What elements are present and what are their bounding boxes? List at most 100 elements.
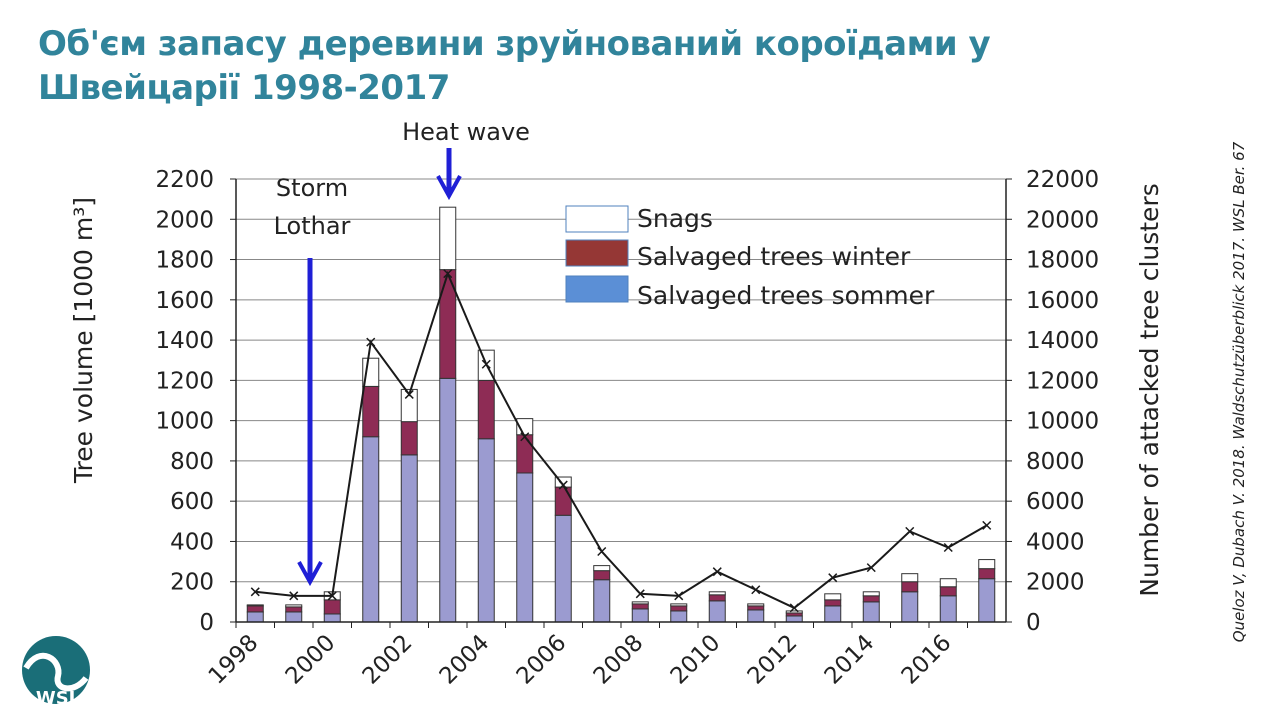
x-tick-label-2016: 2016 bbox=[897, 630, 957, 690]
y2-tick-label-12000: 12000 bbox=[1026, 368, 1099, 394]
bar-segment-snags-2003 bbox=[439, 206, 457, 271]
bar-segment-snags-2013 bbox=[824, 593, 842, 601]
bar-segment-salvaged-trees-sommer-2002 bbox=[400, 454, 418, 623]
clusters-marker-2015 bbox=[905, 526, 915, 536]
citation: Queloz V, Dubach V. 2018. Waldschutzüber… bbox=[1230, 141, 1248, 642]
y2-tick-label-14000: 14000 bbox=[1026, 328, 1099, 354]
bar-segment-salvaged-trees-winter-2008 bbox=[631, 603, 649, 610]
x-tick-label-2010: 2010 bbox=[666, 630, 726, 690]
clusters-marker-2005 bbox=[520, 432, 530, 442]
gridlines bbox=[236, 178, 1006, 583]
clusters-line bbox=[255, 270, 988, 610]
bar-segment-salvaged-trees-winter-2013 bbox=[824, 599, 842, 607]
heat-wave-label: Heat wave bbox=[402, 118, 530, 146]
clusters-line-series bbox=[250, 269, 992, 613]
bar-segment-salvaged-trees-sommer-2000 bbox=[323, 613, 341, 623]
bar-segment-salvaged-trees-winter-2000 bbox=[323, 599, 341, 615]
bar-segment-salvaged-trees-sommer-2003 bbox=[439, 377, 457, 623]
bar-segment-salvaged-trees-winter-2016 bbox=[939, 586, 957, 597]
bar-segment-snags-2016 bbox=[939, 578, 957, 588]
y2-tick-label-16000: 16000 bbox=[1026, 288, 1099, 314]
clusters-marker-2010 bbox=[712, 567, 722, 577]
clusters-marker-2004 bbox=[481, 359, 491, 369]
bar-segment-salvaged-trees-winter-2014 bbox=[862, 595, 880, 603]
y2-tick-label-22000: 22000 bbox=[1026, 167, 1099, 193]
storm-lothar-label-line-1: Storm bbox=[276, 174, 348, 202]
bar-segment-salvaged-trees-sommer-2017 bbox=[978, 578, 996, 623]
y-tick-label-2000: 2000 bbox=[155, 207, 214, 233]
bar-segment-snags-2007 bbox=[593, 565, 611, 572]
clusters-marker-2003 bbox=[443, 269, 453, 279]
clusters-marker-2012 bbox=[789, 603, 799, 613]
bar-segment-snags-2009 bbox=[670, 603, 688, 607]
y-tick-label-1600: 1600 bbox=[155, 288, 214, 314]
clusters-marker-2000 bbox=[327, 591, 337, 601]
bar-segment-snags-2017 bbox=[978, 559, 996, 570]
y2-tick-label-2000: 2000 bbox=[1026, 570, 1085, 596]
legend-label-salvaged-winter: Salvaged trees winter bbox=[637, 242, 911, 271]
stacked-bars bbox=[246, 206, 996, 623]
clusters-marker-2009 bbox=[674, 591, 684, 601]
wsl-logo-wave bbox=[23, 652, 89, 692]
y2-tick-label-10000: 10000 bbox=[1026, 409, 1099, 435]
y2-tick-label-4000: 4000 bbox=[1026, 529, 1085, 555]
x-tick-label-2014: 2014 bbox=[820, 630, 880, 690]
x-tick-label-2000: 2000 bbox=[281, 630, 341, 690]
y-tick-label-800: 800 bbox=[170, 449, 214, 475]
bar-segment-salvaged-trees-winter-2009 bbox=[670, 605, 688, 612]
legend-swatch-snags bbox=[565, 205, 629, 233]
storm-lothar-annotation: Storm Lothar bbox=[274, 174, 351, 587]
heat-wave-annotation: Heat wave bbox=[402, 118, 530, 201]
y-tick-label-400: 400 bbox=[170, 529, 214, 555]
clusters-marker-1998 bbox=[250, 587, 260, 597]
bar-segment-snags-2014 bbox=[862, 591, 880, 597]
bar-segment-snags-2011 bbox=[747, 603, 765, 607]
bar-segment-salvaged-trees-sommer-2010 bbox=[708, 600, 726, 623]
clusters-marker-2016 bbox=[943, 542, 953, 553]
bar-segment-salvaged-trees-winter-2006 bbox=[554, 486, 572, 516]
bar-segment-salvaged-trees-sommer-1999 bbox=[285, 611, 303, 623]
bar-segment-salvaged-trees-sommer-2009 bbox=[670, 610, 688, 623]
bar-segment-salvaged-trees-sommer-2006 bbox=[554, 514, 572, 623]
legend-swatch-salvaged-winter bbox=[565, 239, 629, 267]
y-axis-title: Tree volume [1000 m³] bbox=[69, 197, 98, 484]
bar-segment-snags-2008 bbox=[631, 601, 649, 605]
y-tick-label-1000: 1000 bbox=[155, 409, 214, 435]
storm-lothar-arrow-head bbox=[297, 561, 323, 587]
y-tick-label-1800: 1800 bbox=[155, 248, 214, 274]
bar-segment-salvaged-trees-winter-2002 bbox=[400, 421, 418, 456]
y2-tick-label-18000: 18000 bbox=[1026, 248, 1099, 274]
bar-segment-snags-2010 bbox=[708, 591, 726, 596]
wsl-logo-text: WSL bbox=[36, 688, 80, 709]
y-tick-label-0: 0 bbox=[199, 610, 214, 636]
clusters-marker-2013 bbox=[828, 573, 838, 583]
wsl-logo: WSL bbox=[22, 636, 90, 709]
bar-segment-salvaged-trees-winter-1999 bbox=[285, 606, 303, 613]
clusters-marker-2002 bbox=[404, 389, 414, 399]
clusters-marker-2001 bbox=[366, 337, 376, 347]
bar-segment-snags-2006 bbox=[554, 476, 572, 488]
x-tick-label-2012: 2012 bbox=[743, 630, 803, 690]
clusters-marker-2011 bbox=[751, 585, 761, 595]
x-tick-label-1998: 1998 bbox=[204, 630, 264, 690]
y2-axis-title: Number of attacked tree clusters bbox=[1135, 183, 1164, 596]
clusters-marker-2017 bbox=[982, 520, 992, 530]
bar-segment-salvaged-trees-sommer-2004 bbox=[477, 438, 495, 623]
y-tick-label-2200: 2200 bbox=[155, 167, 214, 193]
bar-segment-salvaged-trees-sommer-2016 bbox=[939, 595, 957, 623]
bar-segment-salvaged-trees-winter-2017 bbox=[978, 568, 996, 580]
bar-segment-salvaged-trees-winter-2010 bbox=[708, 594, 726, 602]
legend: Snags Salvaged trees winter Salvaged tre… bbox=[565, 204, 935, 310]
clusters-marker-2006 bbox=[558, 480, 568, 490]
bar-segment-salvaged-trees-sommer-1998 bbox=[246, 611, 264, 623]
legend-label-salvaged-sommer: Salvaged trees sommer bbox=[637, 281, 935, 310]
bar-segment-salvaged-trees-winter-2007 bbox=[593, 570, 611, 581]
bar-segment-salvaged-trees-winter-2005 bbox=[516, 434, 534, 474]
bar-segment-salvaged-trees-winter-2011 bbox=[747, 605, 765, 611]
x-tick-label-2002: 2002 bbox=[358, 630, 418, 690]
bar-segment-salvaged-trees-winter-2004 bbox=[477, 379, 495, 440]
bar-segment-salvaged-trees-sommer-2013 bbox=[824, 605, 842, 623]
bar-segment-salvaged-trees-sommer-2007 bbox=[593, 579, 611, 623]
bar-segment-salvaged-trees-sommer-2001 bbox=[362, 436, 380, 623]
